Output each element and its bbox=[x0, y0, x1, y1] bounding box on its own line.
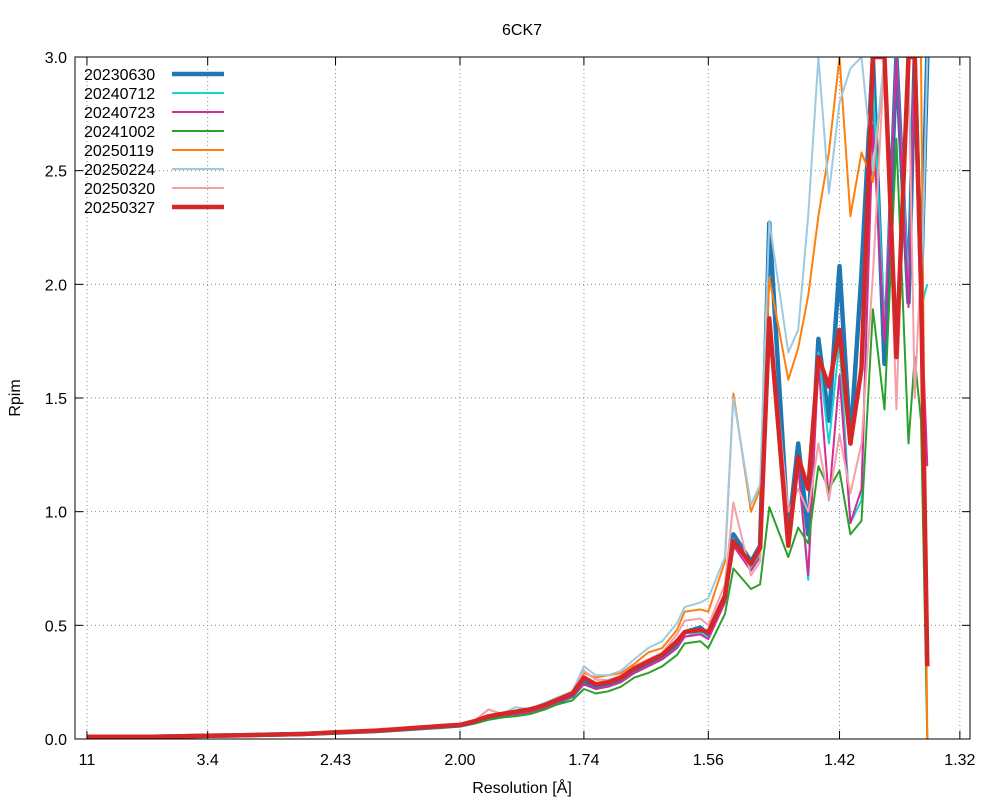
series-line-20250327 bbox=[86, 57, 930, 739]
x-axis-title: Resolution [Å] bbox=[472, 778, 572, 797]
x-tick-label: 1.42 bbox=[824, 752, 855, 769]
legend-label: 20240712 bbox=[84, 86, 155, 103]
legend-label: 20230630 bbox=[84, 67, 155, 84]
legend-label: 20250320 bbox=[84, 181, 155, 198]
y-tick-label: 0.5 bbox=[45, 618, 67, 635]
x-tick-label: 1.74 bbox=[568, 752, 599, 769]
y-tick-label: 0.0 bbox=[45, 732, 67, 749]
legend-label: 20250119 bbox=[84, 143, 154, 160]
legend-label: 20241002 bbox=[84, 124, 155, 141]
x-tick-label: 3.4 bbox=[197, 752, 219, 769]
series-layer bbox=[86, 57, 930, 739]
chart-title: 6CK7 bbox=[502, 22, 542, 39]
x-tick-label: 2.00 bbox=[444, 752, 475, 769]
axis-ticks: 0.0 0.5 1.0 1.5 2.0 2.5 3.0 11 3.4 2.43 2.00 1.74 1.… bbox=[45, 50, 976, 769]
legend: 20230630 20240712 20240723 20241002 20250119… bbox=[84, 67, 224, 217]
y-tick-label: 1.5 bbox=[45, 391, 67, 408]
x-tick-label: 11 bbox=[79, 752, 96, 769]
y-tick-label: 3.0 bbox=[45, 50, 67, 67]
grid bbox=[75, 57, 970, 739]
y-axis-title: Rpim bbox=[7, 379, 24, 416]
legend-label: 20240723 bbox=[84, 105, 155, 122]
x-tick-label: 2.43 bbox=[320, 752, 351, 769]
y-tick-label: 2.5 bbox=[45, 164, 67, 181]
y-tick-label: 2.0 bbox=[45, 277, 67, 294]
legend-label: 20250327 bbox=[84, 200, 155, 217]
x-tick-label: 1.32 bbox=[944, 752, 975, 769]
legend-label: 20250224 bbox=[84, 162, 155, 179]
x-tick-label: 1.56 bbox=[693, 752, 724, 769]
y-tick-label: 1.0 bbox=[45, 505, 67, 522]
